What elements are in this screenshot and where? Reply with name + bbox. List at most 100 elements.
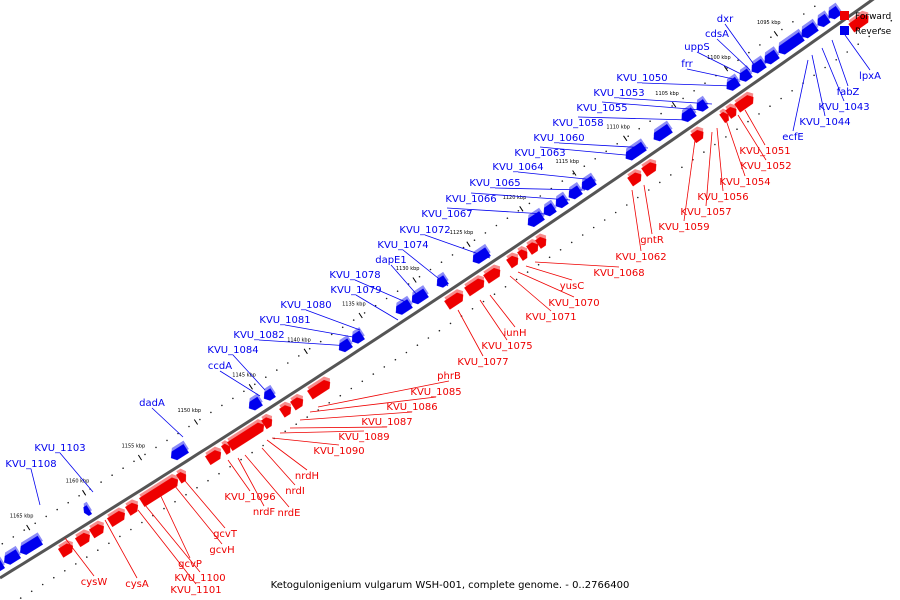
forward-gene-arrow <box>205 446 222 466</box>
outer-ruler-dot <box>405 351 408 354</box>
legend: Forward Reverse <box>840 11 892 37</box>
forward-gene-arrow <box>627 169 642 187</box>
reverse-gene-label: KVU_1103 <box>34 443 85 454</box>
outer-ruler-dot <box>416 344 419 347</box>
gene-arrow-body <box>848 14 869 33</box>
outer-ruler-dot <box>703 151 705 153</box>
kbp-tick-mark <box>358 312 363 319</box>
reverse-gene-label: uppS <box>684 42 709 53</box>
inner-ruler-dot <box>308 347 311 350</box>
gene-arrow-body <box>734 95 754 113</box>
outer-ruler-dot <box>824 66 826 69</box>
inner-ruler-dot <box>671 105 673 107</box>
forward-leader-line <box>279 430 365 434</box>
forward-gene-label: KVU_1054 <box>719 177 770 188</box>
forward-leader-line <box>227 459 251 492</box>
kbp-tick-label: 1110 kbp <box>606 124 630 130</box>
outer-ruler-dot <box>295 423 298 426</box>
forward-leader-line <box>179 474 226 529</box>
gene-arrow-body <box>221 443 231 455</box>
forward-gene-label: nrdI <box>285 486 305 497</box>
forward-leader-line <box>104 519 138 579</box>
outer-ruler-dot <box>736 128 738 130</box>
kbp-tick-mark <box>466 241 471 247</box>
reverse-gene-label: KVU_1108 <box>5 459 56 470</box>
inner-ruler-dot <box>221 404 223 407</box>
reverse-leader-line <box>305 309 361 331</box>
gene-arrow-body <box>83 505 93 516</box>
inner-ruler-dot <box>111 474 113 477</box>
reverse-leader-line <box>470 192 571 201</box>
gene-arrow-body <box>778 32 805 55</box>
outer-ruler-dot <box>504 286 507 288</box>
forward-gene-label: gcvH <box>209 545 234 556</box>
inner-ruler-dot <box>803 13 805 15</box>
reverse-gene-label: KVU_1064 <box>492 162 543 173</box>
kbp-tick-mark <box>572 170 577 176</box>
outer-ruler-dot <box>670 174 672 176</box>
reverse-gene-arrow <box>248 393 263 411</box>
inner-ruler-dot <box>100 481 102 483</box>
reverse-gene-arrow <box>555 191 569 209</box>
gene-arrow-body <box>506 255 519 269</box>
gene-arrow-body <box>444 292 464 310</box>
outer-ruler-dot <box>86 556 88 558</box>
backbone-line <box>0 0 875 580</box>
inner-ruler-dot <box>23 529 26 531</box>
gene-arrow-body <box>20 535 44 555</box>
reverse-leader-line <box>696 51 744 76</box>
reverse-gene-arrow <box>581 172 597 191</box>
inner-ruler-dot <box>78 495 80 497</box>
outer-ruler-dot <box>229 465 231 468</box>
forward-leader-line <box>144 504 201 573</box>
outer-ruler-dot <box>41 583 44 586</box>
gene-arrow-body <box>261 417 273 430</box>
reverse-gene-arrow <box>625 138 647 161</box>
reverse-gene-label: KVU_1078 <box>329 270 380 281</box>
reverse-gene-label: KVU_1066 <box>445 194 496 205</box>
reverse-gene-arrow <box>778 28 805 55</box>
reverse-gene-arrow <box>828 2 842 20</box>
kbp-tick-label: 1095 kbp <box>757 20 781 26</box>
forward-leader-line <box>244 454 290 508</box>
outer-ruler-dot <box>317 409 320 411</box>
inner-ruler-dot <box>287 362 289 364</box>
gene-arrow-body <box>555 194 569 209</box>
outer-ruler-dot <box>284 430 287 433</box>
reverse-gene-arrow <box>0 555 6 572</box>
forward-gene-arrow <box>307 376 331 400</box>
inner-ruler-dot <box>451 254 454 256</box>
reverse-gene-label: KVU_1050 <box>616 73 667 84</box>
reverse-leader-line <box>151 407 184 438</box>
forward-gene-label: KVU_1057 <box>680 207 731 218</box>
forward-gene-label: cysW <box>81 577 108 588</box>
outer-ruler-dot <box>581 234 584 236</box>
outer-ruler-dot <box>427 337 430 339</box>
forward-gene-label: KVU_1077 <box>457 357 508 368</box>
forward-gene-arrow <box>464 275 485 297</box>
outer-ruler-dot <box>559 249 562 251</box>
gene-arrow-body <box>88 524 104 539</box>
inner-ruler-dot <box>781 28 783 31</box>
inner-ruler-dot <box>440 261 443 264</box>
inner-ruler-dot <box>330 333 333 336</box>
inner-ruler-dot <box>517 210 520 212</box>
outer-ruler-dot <box>868 35 870 38</box>
reverse-gene-label: KVU_1072 <box>399 225 450 236</box>
outer-ruler-dot <box>130 528 132 531</box>
gene-arrow-body <box>641 162 657 177</box>
kbp-tick-label: 1100 kbp <box>707 55 731 61</box>
forward-gene-label: gntR <box>640 235 664 246</box>
forward-leader-line <box>169 479 223 545</box>
outer-ruler-dot <box>681 166 683 169</box>
kbp-tick-mark <box>519 206 524 212</box>
forward-gene-label: KVU_1096 <box>224 492 275 503</box>
inner-ruler-dot <box>67 501 69 504</box>
outer-ruler-dot <box>548 256 551 259</box>
reverse-leader-line <box>821 47 845 102</box>
forward-leader-line <box>317 380 450 408</box>
outer-ruler-dot <box>240 458 242 461</box>
forward-gene-label: KVU_1085 <box>410 387 461 398</box>
outer-ruler-dot <box>141 521 143 524</box>
forward-gene-label: KVU_1086 <box>386 402 437 413</box>
